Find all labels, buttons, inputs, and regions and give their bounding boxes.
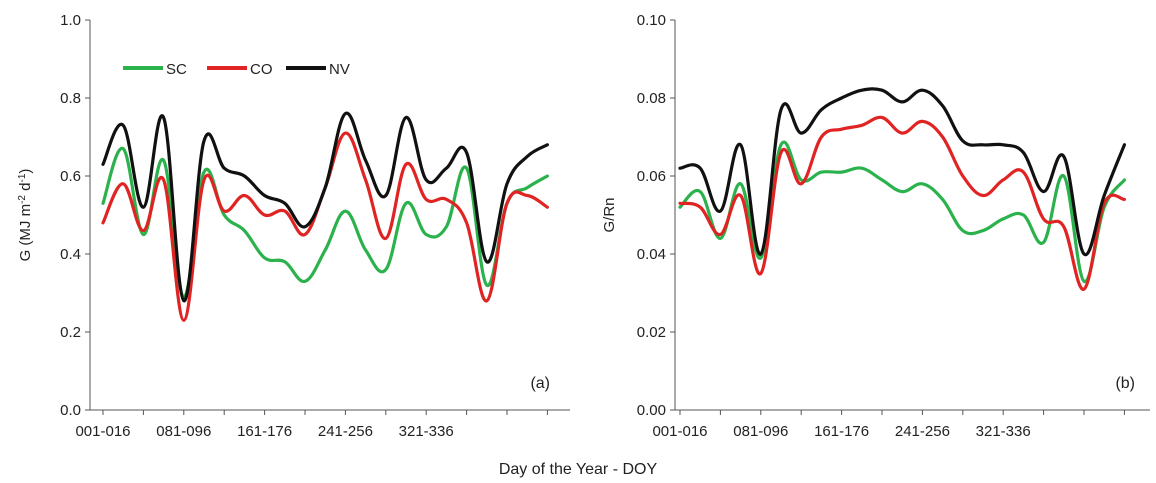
panel-a-ylabel-sup1: -2	[17, 195, 28, 204]
panel-a-ylabel-main: G (MJ m	[17, 204, 34, 262]
panel-b-chart: G/Rn (b) 0.00 0.02 0.04 0.06 0.08 0.10 001-016…	[601, 12, 1150, 440]
panel-a-x-tick-label: 241-256	[318, 423, 373, 440]
panel-a-y-tick-label: 0.6	[60, 168, 81, 185]
panel-b-y-tick-label: 0.04	[637, 246, 666, 263]
panel-b-y-tick-label: 0.08	[637, 90, 666, 107]
panel-a-y-tick-label: 1.0	[60, 12, 81, 29]
panel-a-ylabel-sup2: -1	[17, 173, 28, 182]
panel-a-x-tick-label: 001-016	[75, 423, 130, 440]
panel-b-y-tick-label: 0.06	[637, 168, 666, 185]
panel-b-y-tick-label: 0.00	[637, 402, 666, 419]
panel-a-x-tick-label: 321-336	[399, 423, 454, 440]
panel-b-y-tick-label: 0.10	[637, 12, 666, 29]
panel-a-y-tick-label: 0.2	[60, 324, 81, 341]
panel-b-series-nv	[678, 87, 1126, 257]
panel-a-ylabel-mid: d	[17, 182, 34, 195]
panel-a-legend: SC CO NV	[123, 61, 350, 78]
panel-a-chart: G (MJ m-2 d-1) (a) SC CO NV 0.0 0.2 0.4 0.6…	[17, 12, 570, 440]
panel-a-y-tick-label: 0.8	[60, 90, 81, 107]
legend-label-co: CO	[250, 61, 273, 78]
panel-a-ylabel-end: )	[17, 169, 34, 174]
panel-b-x-tick-label: 321-336	[976, 423, 1031, 440]
panel-b-x-tick-label: 081-096	[733, 423, 788, 440]
panel-b-ylabel: G/Rn	[601, 197, 618, 232]
panel-b-x-tick-label: 241-256	[895, 423, 950, 440]
panel-a-y-tick-label: 0.0	[60, 402, 81, 419]
legend-label-nv: NV	[329, 61, 350, 78]
panel-b-x-tick-label: 161-176	[814, 423, 869, 440]
panel-b-series-sc	[678, 140, 1126, 283]
panel-b-x-tick-label: 001-016	[652, 423, 707, 440]
panel-a-series-sc	[101, 147, 549, 299]
panel-a-y-tick-label: 0.4	[60, 246, 81, 263]
panel-a-ylabel: G (MJ m-2 d-1)	[17, 169, 35, 262]
panel-b-series-co	[678, 115, 1126, 291]
panel-b-label: (b)	[1115, 375, 1135, 392]
panel-a-x-tick-label: 081-096	[156, 423, 211, 440]
legend-label-sc: SC	[166, 61, 187, 78]
panel-a-series-nv	[101, 111, 549, 303]
panel-a-x-tick-label: 161-176	[237, 423, 292, 440]
panel-a-label: (a)	[530, 375, 550, 392]
panel-b-y-tick-label: 0.02	[637, 324, 666, 341]
shared-x-axis-label: Day of the Year - DOY	[499, 461, 658, 478]
